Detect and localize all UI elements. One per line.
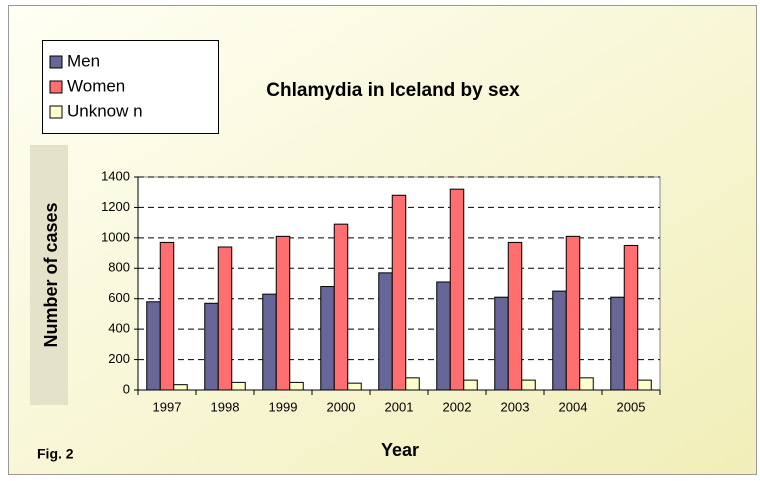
bar [436, 281, 451, 391]
x-tick-label: 1999 [269, 399, 298, 414]
bar [378, 272, 393, 391]
bar [289, 381, 304, 391]
bar [494, 296, 509, 391]
x-tick-label: 2002 [443, 399, 472, 414]
legend-label: Men [67, 51, 100, 70]
bar [217, 246, 233, 391]
y-tick-label: 400 [108, 321, 130, 336]
y-tick-label: 1200 [101, 199, 130, 214]
bar [507, 241, 523, 391]
bar [231, 381, 246, 391]
bar [159, 241, 175, 391]
bar [463, 379, 478, 391]
bar [565, 235, 581, 391]
bar [637, 379, 652, 391]
x-tick-label: 2001 [385, 399, 414, 414]
legend-swatch [49, 80, 63, 94]
x-tick-label: 2004 [559, 399, 588, 414]
y-tick-label: 200 [108, 351, 130, 366]
bar [610, 296, 625, 391]
legend-swatch [49, 55, 63, 69]
legend-swatch [49, 105, 63, 119]
y-tick-label: 0 [123, 381, 130, 396]
bar [262, 293, 277, 391]
x-tick-label: 2005 [617, 399, 646, 414]
chart-title: Chlamydia in Iceland by sex [266, 80, 520, 101]
legend-label: Unknow n [67, 101, 143, 120]
legend-label: Women [67, 76, 125, 95]
bar [320, 286, 335, 391]
x-axis-label: Year [381, 440, 419, 460]
bar [347, 382, 362, 391]
x-tick-label: 1997 [153, 399, 182, 414]
x-tick-label: 2003 [501, 399, 530, 414]
bar [521, 379, 536, 391]
bar [391, 194, 407, 391]
bar [449, 188, 465, 391]
x-tick-label: 1998 [211, 399, 240, 414]
y-label-panel [30, 145, 68, 405]
bar [623, 244, 639, 391]
y-tick-label: 1000 [101, 229, 130, 244]
bar [333, 223, 349, 391]
y-axis-label: Number of cases [41, 202, 61, 347]
figure-label: Fig. 2 [37, 446, 74, 462]
bar [579, 377, 594, 391]
bar [146, 301, 161, 391]
y-tick-label: 800 [108, 260, 130, 275]
bar [552, 290, 567, 391]
bar [405, 377, 420, 391]
bar [204, 302, 219, 391]
y-tick-label: 600 [108, 290, 130, 305]
bar [173, 384, 188, 391]
x-tick-label: 2000 [327, 399, 356, 414]
y-tick-label: 1400 [101, 168, 130, 183]
bar [275, 235, 291, 391]
legend [42, 40, 219, 134]
